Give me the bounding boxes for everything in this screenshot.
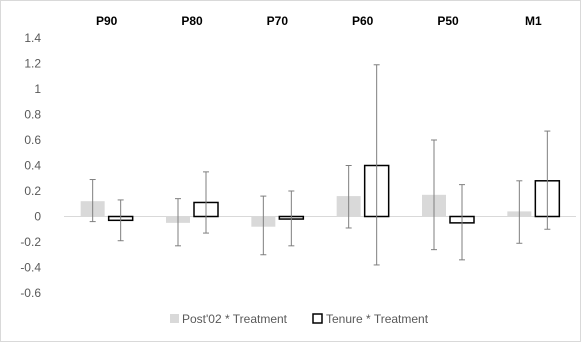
y-tick-label: -0.4 bbox=[20, 261, 41, 275]
y-tick-label: 1.4 bbox=[24, 31, 41, 45]
category-label: P90 bbox=[96, 14, 118, 28]
y-tick-label: 0.8 bbox=[24, 108, 41, 122]
y-tick-label: 0.6 bbox=[24, 133, 41, 147]
y-tick-label: 0.4 bbox=[24, 159, 41, 173]
category-label: M1 bbox=[525, 14, 542, 28]
y-tick-label: 1.2 bbox=[24, 57, 41, 71]
category-label: P60 bbox=[352, 14, 374, 28]
y-tick-label: -0.6 bbox=[20, 286, 41, 300]
y-tick-label: -0.2 bbox=[20, 235, 41, 249]
category-label: P70 bbox=[267, 14, 289, 28]
category-label: P50 bbox=[437, 14, 459, 28]
legend-swatch-post02-treatment bbox=[170, 314, 179, 323]
legend-swatch-tenure-treatment bbox=[312, 313, 323, 324]
y-tick-label: 0 bbox=[34, 210, 41, 224]
legend-label-tenure-treatment: Tenure * Treatment bbox=[326, 312, 429, 326]
legend-label-post02-treatment: Post'02 * Treatment bbox=[182, 312, 288, 326]
y-tick-label: 1 bbox=[34, 82, 41, 96]
category-label: P80 bbox=[181, 14, 203, 28]
y-tick-label: 0.2 bbox=[24, 184, 41, 198]
